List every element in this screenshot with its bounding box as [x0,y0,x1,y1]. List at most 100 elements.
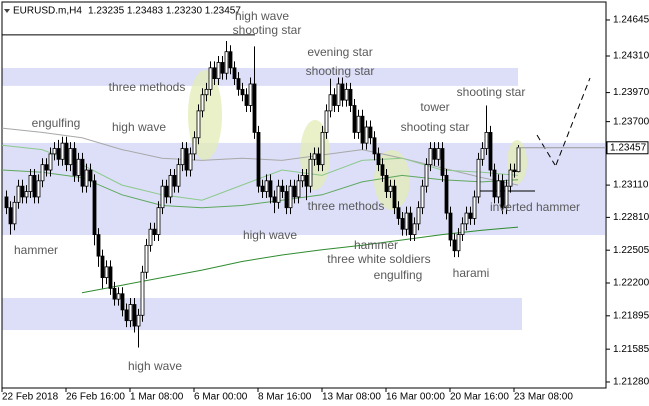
y-tick-label: 1.24310 [613,51,649,62]
candle-body [388,185,393,192]
candle-body [12,201,17,225]
annotation: evening star [307,45,372,59]
candle-body [440,148,445,176]
candle-body [108,266,113,289]
candle-body [176,164,181,187]
candle-body [124,309,129,322]
annotation: high wave [128,359,182,373]
annotation: engulfing [32,116,81,130]
candle-body [128,304,133,322]
candle-body [500,180,505,209]
candle-body [376,153,381,166]
x-tick-label: 16 Mar 00:00 [386,392,445,403]
candle-body [64,142,69,166]
y-tick-label: 1.22810 [613,212,649,223]
price-label: 1.23457 [610,142,647,153]
candle-body [484,131,489,149]
candle-body [488,131,493,171]
candle-body [96,234,101,257]
candle-body [172,175,177,187]
x-tick-label: 22 Feb 2018 [2,392,59,403]
candle-body [20,185,25,198]
candle-body [160,185,165,209]
candle-body [168,175,173,198]
candle-body [256,131,261,187]
annotation: shooting star [457,85,526,99]
candle-body [24,191,29,198]
candle-body [236,78,241,90]
candle-body [476,158,481,198]
candle-body [36,180,41,198]
candle-body [480,148,485,160]
y-tick-label: 1.23970 [613,87,649,98]
x-tick-label: 6 Mar 00:00 [194,392,248,403]
candle-body [144,244,149,273]
y-tick-label: 1.22200 [613,278,649,289]
candle-body [220,62,225,74]
candle-body [444,175,449,214]
candle-body [436,148,441,160]
candle-body [348,88,353,106]
annotation: hammer [14,243,58,257]
candle-body [392,185,397,209]
candle-body [224,51,229,74]
annotation: harami [453,266,490,280]
candle-body [504,185,509,209]
price-label-box [606,141,649,155]
candle-body [148,228,153,246]
candle-body [100,255,105,279]
zone [2,67,518,86]
candle-body [72,148,77,176]
annotation: high wave [243,228,297,242]
candle-body [216,62,221,79]
annotation: three white soldiers [327,252,430,266]
candle-body [320,131,325,166]
annotation: tower [420,100,449,114]
candle-body [104,266,109,279]
annotation: high wave [235,9,289,23]
candle-body [340,83,345,101]
candle-body [44,164,49,171]
candle-body [336,83,341,106]
candle-body [268,180,273,198]
x-tick-label: 20 Mar 16:00 [450,392,509,403]
y-tick-label: 1.21585 [613,344,649,355]
candle-body [308,158,313,187]
candle-body [120,293,125,311]
candle-body [428,148,433,166]
moving-average [1,127,519,186]
moving-average [1,144,519,201]
candle-body [16,185,21,203]
candle-body [116,293,121,300]
x-tick-label: 8 Mar 16:00 [258,392,312,403]
candle-body [252,83,257,133]
zone [2,297,522,331]
annotation: hammer [354,238,398,252]
candle-body [84,169,89,187]
candle-body [368,126,373,139]
candle-body [260,185,265,192]
candle-body [212,67,217,79]
y-tick-label: 1.24645 [613,15,649,26]
candle-body [284,191,289,209]
candle-body [192,137,197,155]
candle-body [80,158,85,187]
annotation: engulfing [374,268,423,282]
candle-body [460,223,465,235]
candle-body [248,83,253,106]
annotation: high wave [112,120,166,134]
candle-body [228,51,233,69]
candle-body [244,94,249,106]
y-tick-label: 1.22505 [613,245,649,256]
candle-body [312,153,317,160]
candle-body [356,115,361,133]
candle-body [280,185,285,192]
candle-body [88,169,93,182]
candle-body [292,185,297,198]
annotation: shooting star [306,64,375,78]
candle-body [344,88,349,101]
candle-body [496,180,501,198]
x-tick-label: 1 Mar 08:00 [130,392,184,403]
candle-body [472,196,477,219]
